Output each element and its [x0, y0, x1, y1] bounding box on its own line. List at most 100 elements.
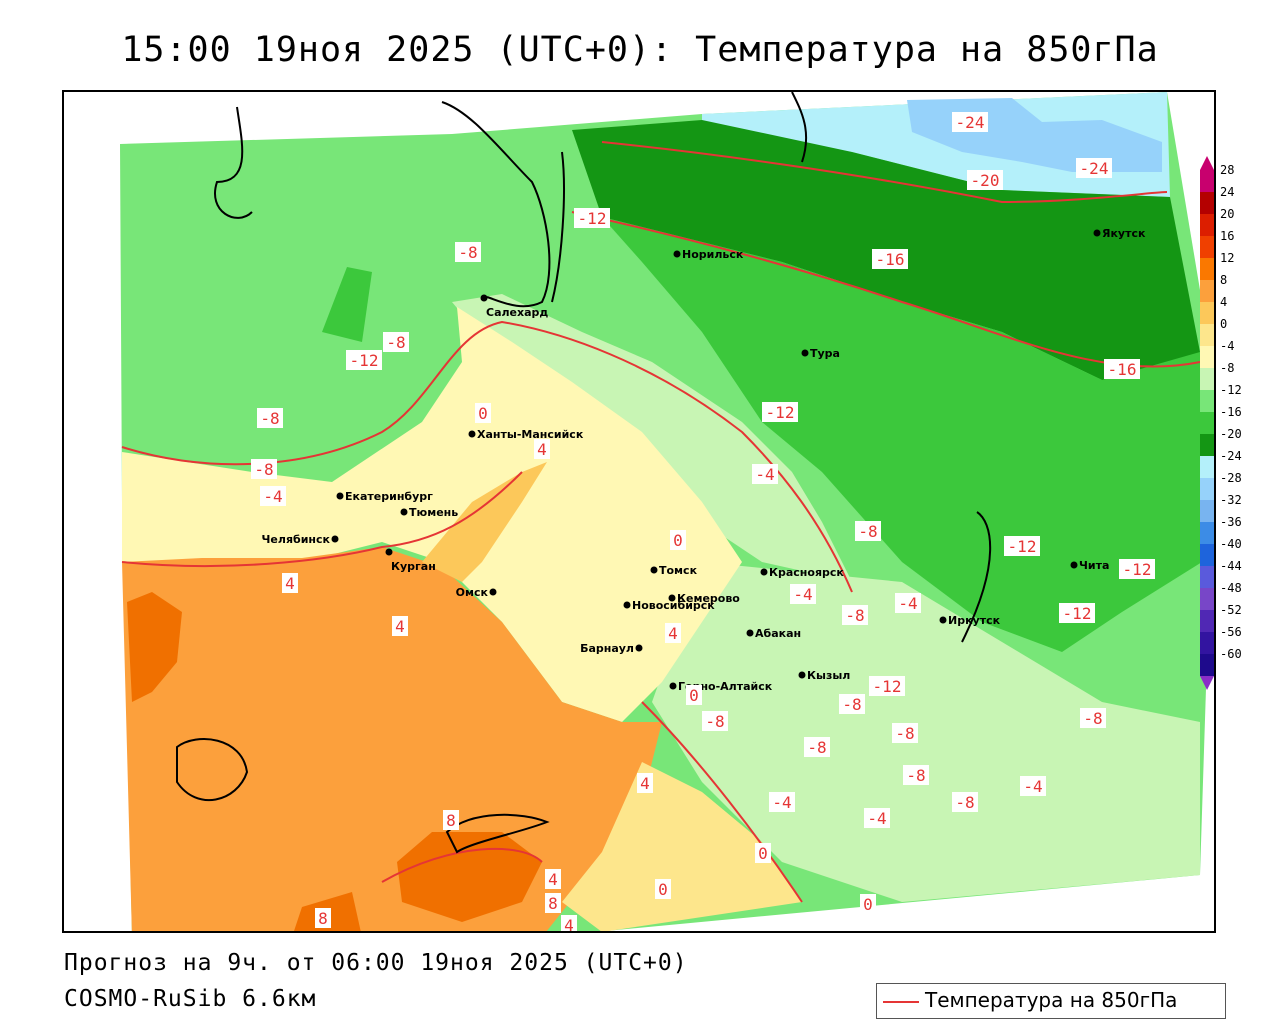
isotherm-label: -12 — [1119, 559, 1155, 579]
colorbar-tick-label: -60 — [1220, 647, 1242, 661]
city-dot — [623, 601, 631, 609]
isotherm-label: 4 — [561, 915, 577, 933]
isotherm-value: 4 — [668, 624, 678, 643]
colorbar-swatch — [1200, 544, 1214, 566]
isotherm-label: -4 — [1020, 776, 1046, 796]
city-dot — [668, 594, 676, 602]
isotherm-value: -8 — [386, 333, 405, 352]
isotherm-value: 4 — [537, 440, 547, 459]
colorbar-tick-label: 20 — [1220, 207, 1235, 221]
isotherm-value: -4 — [898, 594, 917, 613]
isotherm-value: -8 — [842, 695, 861, 714]
isotherm-label: -4 — [769, 792, 795, 812]
isotherm-value: -24 — [956, 113, 985, 132]
isotherm-label: -8 — [251, 459, 277, 479]
colorbar-tick-label: 4 — [1220, 295, 1228, 309]
isotherm-value: -12 — [1123, 560, 1152, 579]
zone-minus-12 — [602, 217, 1202, 652]
colorbar-tick-label: 0 — [1220, 317, 1228, 331]
isotherm-value: -8 — [807, 738, 826, 757]
isotherm-label: -24 — [1076, 158, 1112, 178]
colorbar-tick-label: 28 — [1220, 163, 1235, 177]
isotherm-value: -4 — [867, 809, 886, 828]
isotherm-value: -12 — [873, 677, 902, 696]
isotherm-label: -12 — [1004, 536, 1040, 556]
isotherm-value: -4 — [1023, 777, 1042, 796]
colorbar-swatch — [1200, 214, 1214, 236]
city-label: Норильск — [682, 248, 744, 261]
city-marker: Якутск — [1093, 227, 1146, 240]
city-label: Екатеринбург — [345, 490, 433, 503]
colorbar-swatch — [1200, 258, 1214, 280]
isotherm-value: -4 — [772, 793, 791, 812]
isotherm-value: 4 — [564, 916, 574, 933]
colorbar-swatch — [1200, 280, 1214, 302]
city-marker: Томск — [650, 564, 698, 577]
city-label: Красноярск — [769, 566, 844, 579]
isotherm-value: -20 — [971, 171, 1000, 190]
isotherm-value: 8 — [548, 894, 558, 913]
colorbar-swatch — [1200, 500, 1214, 522]
colorbar-tick-label: -44 — [1220, 559, 1242, 573]
isotherm-value: 0 — [689, 686, 699, 705]
city-dot — [760, 568, 768, 576]
colorbar-tick-label: -12 — [1220, 383, 1242, 397]
isotherm-label: 8 — [545, 893, 561, 913]
colorbar-tick-label: -40 — [1220, 537, 1242, 551]
isotherm-value: -24 — [1080, 159, 1109, 178]
city-marker: Новосибирск — [623, 599, 715, 612]
city-dot — [746, 629, 754, 637]
colorbar-tick-label: -48 — [1220, 581, 1242, 595]
isotherm-label: -16 — [872, 249, 908, 269]
city-label: Иркутск — [948, 614, 1001, 627]
colorbar-swatch — [1200, 654, 1214, 676]
isotherm-value: 0 — [758, 844, 768, 863]
city-dot — [480, 294, 488, 302]
city-marker: Тюмень — [400, 506, 458, 519]
coastlines — [176, 92, 992, 854]
isotherm-label: -8 — [702, 711, 728, 731]
isotherm-value: -8 — [705, 712, 724, 731]
colorbar-tick-label: 24 — [1220, 185, 1235, 199]
city-dot — [400, 508, 408, 516]
isotherm-label: -12 — [762, 402, 798, 422]
isotherm-value: 8 — [446, 811, 456, 830]
isotherm-label: 4 — [637, 773, 653, 793]
colorbar-swatch — [1200, 522, 1214, 544]
city-marker: Кызыл — [798, 669, 850, 682]
isotherm-label: -8 — [257, 408, 283, 428]
colorbar-swatch — [1200, 434, 1214, 456]
isotherm-value: -8 — [858, 522, 877, 541]
city-label: Якутск — [1102, 227, 1146, 240]
colorbar-tick-label: -4 — [1220, 339, 1235, 353]
city-marker: Абакан — [746, 627, 801, 640]
city-dot — [1070, 561, 1078, 569]
colorbar-swatch — [1200, 456, 1214, 478]
colorbar-tick-label: -24 — [1220, 449, 1242, 463]
city-marker: Тура — [801, 347, 840, 360]
isotherm-value: 4 — [395, 617, 405, 636]
city-label: Барнаул — [580, 642, 634, 655]
colorbar-swatch — [1200, 632, 1214, 654]
colorbar-arrow-down — [1200, 676, 1214, 690]
colorbar-arrow-up — [1200, 156, 1214, 170]
city-marker: Омск — [456, 586, 497, 599]
map-area[interactable]: Норильск Якутск Салехард Тура Ханты-Мансийск… — [62, 90, 1216, 933]
zone-minus-4 — [452, 294, 852, 582]
isotherm-label: 4 — [545, 869, 561, 889]
isotherm-value: -16 — [876, 250, 905, 269]
colorbar-tick-label: 8 — [1220, 273, 1228, 287]
colorbar-swatch — [1200, 412, 1214, 434]
city-marker: Иркутск — [939, 614, 1001, 627]
isotherm-value: 0 — [863, 895, 873, 914]
colorbar-swatch — [1200, 236, 1214, 258]
colorbar-swatch — [1200, 610, 1214, 632]
isotherm-label: 0 — [670, 530, 686, 550]
isotherm-label: -8 — [842, 605, 868, 625]
city-label: Курган — [391, 560, 436, 573]
isotherm-value: 0 — [658, 880, 668, 899]
city-dot — [650, 566, 658, 574]
isotherm-label: -8 — [383, 332, 409, 352]
city-label: Салехард — [486, 306, 548, 319]
city-label: Новосибирск — [632, 599, 715, 612]
